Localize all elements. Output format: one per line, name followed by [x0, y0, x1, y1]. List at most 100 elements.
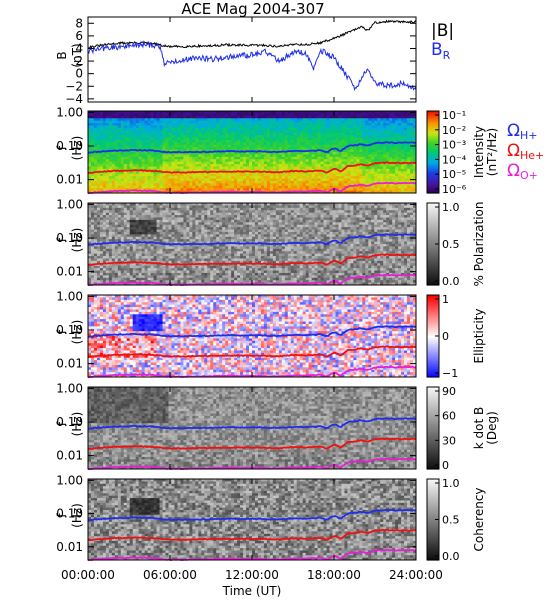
- spectrogram-cell: [195, 116, 198, 119]
- spectrogram-cell: [133, 227, 136, 230]
- spectrogram-cell: [309, 128, 312, 131]
- spectrogram-cell: [243, 138, 246, 141]
- spectrogram-cell: [252, 179, 255, 182]
- spectrogram-cell: [130, 174, 133, 177]
- spectrogram-cell: [225, 159, 228, 162]
- spectrogram-cell: [136, 208, 139, 211]
- spectrogram-cell: [94, 237, 97, 240]
- spectrogram-cell: [324, 166, 327, 169]
- spectrogram-cell: [157, 222, 160, 225]
- spectrogram-cell: [109, 239, 112, 242]
- spectrogram-cell: [124, 217, 127, 220]
- spectrogram-cell: [309, 125, 312, 128]
- spectrogram-cell: [234, 176, 237, 179]
- spectrogram-cell: [330, 154, 333, 157]
- spectrogram-cell: [133, 230, 136, 233]
- spectrogram-cell: [279, 147, 282, 150]
- spectrogram-cell: [133, 135, 136, 138]
- spectrogram-cell: [106, 133, 109, 136]
- spectrogram-cell: [318, 181, 321, 184]
- spectrogram-cell: [136, 140, 139, 143]
- spectrogram-cell: [127, 251, 130, 254]
- spectrogram-cell: [130, 157, 133, 160]
- spectrogram-cell: [160, 254, 163, 257]
- spectrogram-cell: [97, 140, 100, 143]
- spectrogram-cell: [169, 261, 172, 264]
- spectrogram-cell: [407, 152, 410, 155]
- spectrogram-cell: [333, 130, 336, 133]
- spectrogram-cell: [333, 183, 336, 186]
- spectrogram-cell: [225, 186, 228, 189]
- spectrogram-cell: [151, 133, 154, 136]
- spectrogram-cell: [338, 133, 341, 136]
- spectrogram-cell: [124, 130, 127, 133]
- spectrogram-cell: [359, 176, 362, 179]
- spectrogram-cell: [127, 145, 130, 148]
- spectrogram-cell: [171, 227, 174, 230]
- spectrogram-cell: [362, 179, 365, 182]
- spectrogram-cell: [118, 116, 121, 119]
- spectrogram-cell: [157, 254, 160, 257]
- spectrogram-cell: [288, 121, 291, 124]
- spectrogram-cell: [300, 179, 303, 182]
- spectrogram-cell: [139, 275, 142, 278]
- spectrogram-cell: [148, 205, 151, 208]
- spectrogram-cell: [204, 154, 207, 157]
- spectrogram-cell: [180, 147, 183, 150]
- spectrogram-cell: [234, 125, 237, 128]
- spectrogram-cell: [347, 128, 350, 131]
- spectrogram-cell: [306, 186, 309, 189]
- intensity-colorbar-label: (nT²/Hz): [485, 128, 499, 176]
- spectrogram-cell: [130, 162, 133, 165]
- spectrogram-cell: [157, 154, 160, 157]
- spectrogram-cell: [309, 181, 312, 184]
- spectrogram-cell: [222, 176, 225, 179]
- spectrogram-cell: [371, 113, 374, 116]
- spectrogram-cell: [127, 157, 130, 160]
- spectrogram-cell: [180, 169, 183, 172]
- spectrogram-cell: [109, 232, 112, 235]
- spectrogram-cell: [160, 225, 163, 228]
- spectrogram-cell: [249, 179, 252, 182]
- spectrogram-cell: [195, 133, 198, 136]
- spectrogram-cell: [151, 123, 154, 126]
- spectrogram-cell: [407, 176, 410, 179]
- spectrogram-cell: [380, 166, 383, 169]
- spectrogram-cell: [94, 125, 97, 128]
- spectrogram-cell: [192, 116, 195, 119]
- spectrogram-cell: [160, 217, 163, 220]
- spectrogram-cell: [115, 268, 118, 271]
- spectrogram-cell: [91, 159, 94, 162]
- spectrogram-cell: [192, 130, 195, 133]
- spectrogram-cell: [335, 162, 338, 165]
- spectrogram-cell: [258, 188, 261, 191]
- spectrogram-cell: [371, 138, 374, 141]
- spectrogram-cell: [109, 205, 112, 208]
- spectrogram-cell: [338, 147, 341, 150]
- spectrogram-cell: [240, 159, 243, 162]
- spectrogram-cell: [240, 113, 243, 116]
- spectrogram-cell: [231, 118, 234, 121]
- spectrogram-cell: [186, 147, 189, 150]
- spectrogram-cell: [228, 147, 231, 150]
- spectrogram-cell: [255, 159, 258, 162]
- spectrogram-cell: [145, 215, 148, 218]
- spectrogram-cell: [341, 123, 344, 126]
- spectrogram-cell: [171, 145, 174, 148]
- spectrogram-cell: [267, 179, 270, 182]
- spectrogram-cell: [180, 121, 183, 124]
- spectrogram-cell: [195, 130, 198, 133]
- spectrogram-cell: [124, 258, 127, 261]
- spectrogram-cell: [324, 176, 327, 179]
- spectrogram-cell: [103, 130, 106, 133]
- spectrogram-cell: [177, 125, 180, 128]
- spectrogram-cell: [297, 164, 300, 167]
- spectrogram-cell: [374, 118, 377, 121]
- spectrogram-cell: [249, 138, 252, 141]
- spectrogram-cell: [267, 159, 270, 162]
- spectrogram-cell: [344, 116, 347, 119]
- spectrogram-cell: [273, 135, 276, 138]
- spectrogram-cell: [261, 121, 264, 124]
- spectrogram-cell: [103, 254, 106, 257]
- spectrogram-cell: [228, 174, 231, 177]
